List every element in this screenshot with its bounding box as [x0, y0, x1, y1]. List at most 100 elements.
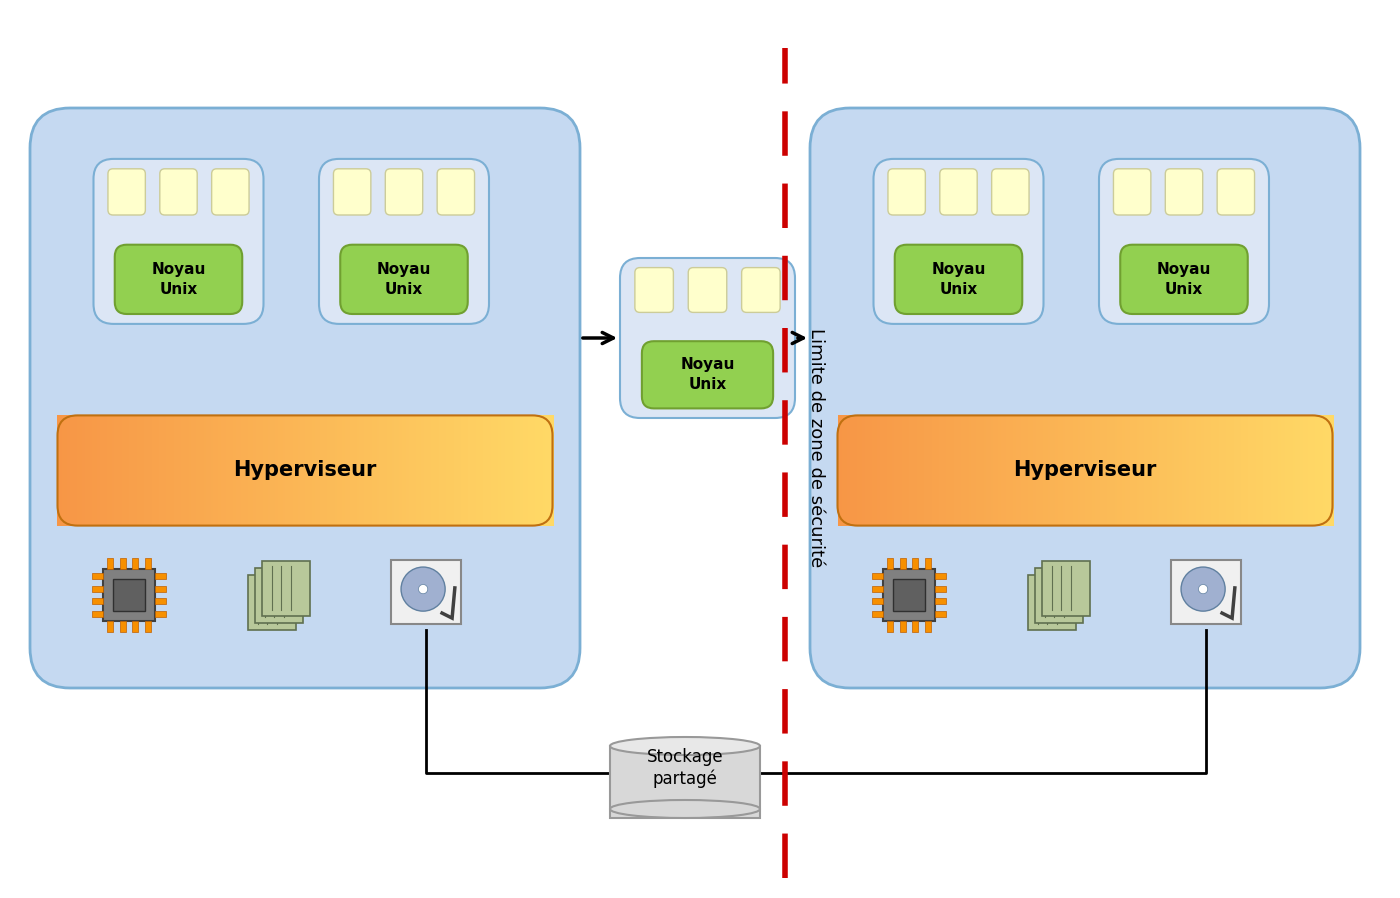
Bar	[1303, 416, 1306, 525]
Bar	[167, 416, 169, 525]
Bar	[95, 416, 98, 525]
Bar	[930, 416, 932, 525]
Bar	[1137, 416, 1141, 525]
Bar	[1123, 416, 1126, 525]
Bar	[1026, 416, 1029, 525]
Bar	[106, 416, 111, 525]
Bar	[67, 416, 71, 525]
Bar	[1266, 416, 1270, 525]
Bar	[1068, 416, 1071, 525]
Bar	[853, 416, 855, 525]
Bar	[127, 416, 130, 525]
Bar	[1221, 416, 1225, 525]
Bar	[146, 559, 151, 569]
Bar	[340, 416, 343, 525]
Bar	[899, 416, 903, 525]
Bar	[1191, 416, 1196, 525]
Bar	[245, 416, 249, 525]
Bar	[231, 416, 234, 525]
Bar	[456, 416, 459, 525]
Bar	[154, 416, 157, 525]
Bar	[395, 416, 398, 525]
Bar	[1169, 416, 1173, 525]
Bar	[85, 416, 88, 525]
Bar	[431, 416, 434, 525]
Bar	[1016, 416, 1019, 525]
Bar	[92, 585, 102, 592]
Bar	[846, 416, 848, 525]
Bar	[419, 416, 423, 525]
Bar	[904, 416, 907, 525]
Bar	[293, 416, 295, 525]
Bar	[840, 416, 843, 525]
Bar	[913, 621, 918, 631]
Bar	[872, 416, 875, 525]
Bar	[344, 416, 349, 525]
Bar	[1198, 416, 1203, 525]
Bar	[1186, 416, 1190, 525]
Bar	[1127, 416, 1131, 525]
FancyBboxPatch shape	[939, 169, 977, 215]
Bar	[1065, 416, 1068, 525]
Bar	[266, 416, 269, 525]
Bar	[225, 416, 230, 525]
Bar	[528, 416, 531, 525]
Bar	[909, 416, 913, 525]
Circle shape	[419, 585, 428, 594]
Bar	[1294, 416, 1296, 525]
Bar	[1253, 416, 1257, 525]
Bar	[1317, 416, 1322, 525]
Bar	[193, 416, 197, 525]
Bar	[122, 416, 126, 525]
Bar	[392, 416, 395, 525]
Bar	[545, 416, 549, 525]
FancyBboxPatch shape	[115, 244, 242, 314]
Bar	[155, 612, 165, 617]
Bar	[1268, 416, 1271, 525]
Ellipse shape	[610, 800, 760, 818]
Bar	[1092, 416, 1096, 525]
Bar	[865, 416, 868, 525]
Bar	[1327, 416, 1331, 525]
Bar	[463, 416, 466, 525]
Bar	[290, 416, 294, 525]
Bar	[1229, 416, 1232, 525]
Bar	[141, 416, 146, 525]
Bar	[146, 621, 151, 631]
Bar	[164, 416, 168, 525]
Bar	[1249, 416, 1252, 525]
Bar	[1042, 560, 1091, 615]
Bar	[1201, 416, 1205, 525]
Bar	[872, 573, 883, 578]
Bar	[174, 416, 178, 525]
Bar	[1320, 416, 1323, 525]
Bar	[1207, 416, 1210, 525]
Bar	[1305, 416, 1309, 525]
Bar	[106, 559, 113, 569]
Bar	[1047, 416, 1051, 525]
Bar	[1036, 416, 1039, 525]
FancyBboxPatch shape	[888, 169, 925, 215]
Bar	[941, 416, 945, 525]
Bar	[155, 598, 165, 604]
Bar	[1037, 416, 1042, 525]
Bar	[105, 416, 108, 525]
FancyBboxPatch shape	[1099, 159, 1268, 324]
Bar	[134, 416, 137, 525]
Bar	[498, 416, 501, 525]
Bar	[280, 416, 284, 525]
Bar	[248, 416, 252, 525]
Bar	[448, 416, 452, 525]
Bar	[1124, 416, 1128, 525]
Bar	[1154, 416, 1158, 525]
Bar	[224, 416, 227, 525]
Bar	[309, 416, 314, 525]
Bar	[479, 416, 482, 525]
Bar	[1273, 416, 1277, 525]
Bar	[120, 621, 126, 631]
Bar	[360, 416, 363, 525]
Bar	[1079, 416, 1084, 525]
Bar	[389, 416, 392, 525]
Bar	[382, 416, 385, 525]
Bar	[470, 416, 475, 525]
